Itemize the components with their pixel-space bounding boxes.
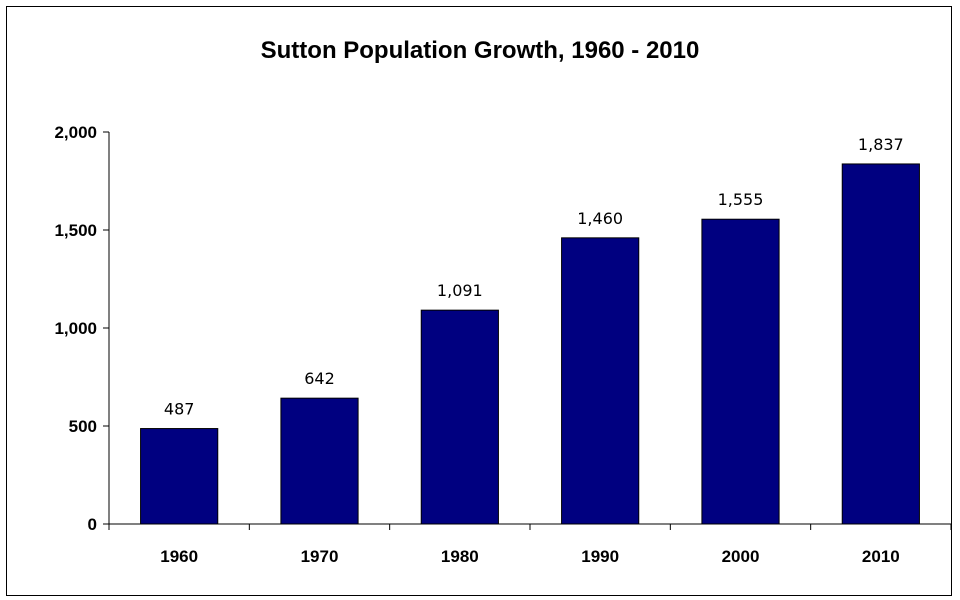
y-tick-label: 2,000 [54, 123, 97, 142]
bar-2010 [841, 163, 920, 525]
y-tick-label: 1,000 [54, 319, 97, 338]
y-tick-label: 1,500 [54, 221, 97, 240]
x-tick-label-1990: 1990 [581, 547, 619, 566]
data-label-2000: 1,555 [718, 190, 764, 209]
bar-1960 [140, 428, 219, 525]
data-label-1960: 487 [164, 400, 195, 419]
x-tick-label-2000: 2000 [722, 547, 760, 566]
x-tick-label-1980: 1980 [441, 547, 479, 566]
x-tick-label-1970: 1970 [301, 547, 339, 566]
chart-plot-area: 0 500 1,000 1,500 2,000 487 1960 642 1970 1,091 19… [54, 123, 952, 566]
x-tick-label-2010: 2010 [862, 547, 900, 566]
bar-2000 [701, 218, 780, 525]
data-label-1980: 1,091 [437, 281, 483, 300]
bar-1980 [420, 309, 499, 525]
y-tick-label: 500 [69, 417, 97, 436]
chart-title: Sutton Population Growth, 1960 - 2010 [260, 37, 700, 64]
x-tick-label-1960: 1960 [160, 547, 198, 566]
y-tick-label: 0 [88, 515, 97, 534]
data-label-1970: 642 [304, 369, 335, 388]
chart-frame: Sutton Population Growth, 1960 - 2010 0 5… [6, 6, 952, 596]
bar-1990 [561, 237, 640, 525]
bar-1970 [280, 397, 359, 525]
data-label-2010: 1,837 [858, 135, 904, 154]
data-label-1990: 1,460 [577, 209, 623, 228]
